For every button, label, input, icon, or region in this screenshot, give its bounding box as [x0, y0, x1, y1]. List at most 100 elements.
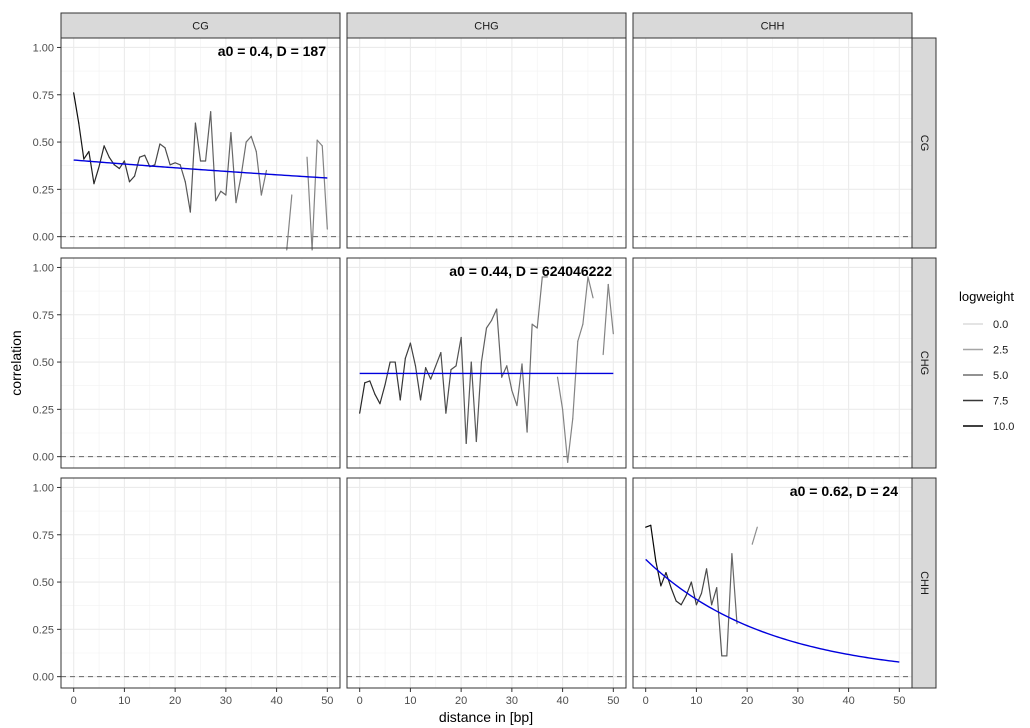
- legend-label: 7.5: [993, 396, 1008, 408]
- fit-annotation: a0 = 0.62, D = 24: [790, 483, 898, 499]
- correlation-line-segment: [577, 323, 584, 342]
- x-tick-label: 50: [607, 695, 619, 707]
- correlation-line-segment: [655, 560, 662, 587]
- fit-annotation: a0 = 0.4, D = 187: [218, 43, 326, 59]
- correlation-line-segment: [695, 592, 703, 606]
- strip-background: [911, 257, 937, 469]
- legend-label: 0.0: [993, 319, 1008, 331]
- legend-entry: 5.0: [963, 370, 1008, 382]
- panel-chg-chh: [632, 257, 913, 469]
- panel-cg-cg: a0 = 0.4, D = 187: [60, 37, 341, 251]
- row-facet-label: CHH: [918, 571, 930, 595]
- panel-chh-chh: a0 = 0.62, D = 24: [632, 477, 913, 689]
- fit-curve: [73, 159, 328, 179]
- correlation-line-segment: [501, 365, 508, 378]
- panel-chg-cg: [60, 257, 341, 469]
- correlation-line-segment: [194, 122, 202, 162]
- correlation-line-segment: [359, 382, 366, 414]
- y-tick-label: 0.75: [33, 530, 54, 542]
- y-tick-label: 0.00: [33, 672, 54, 684]
- legend-label: 2.5: [993, 345, 1008, 357]
- correlation-line-segment: [521, 363, 528, 433]
- correlation-line-segment: [690, 581, 698, 606]
- legend-title: logweight: [959, 289, 1014, 304]
- correlation-line-segment: [306, 156, 313, 251]
- x-tick-label: 30: [220, 695, 232, 707]
- correlation-line-segment: [670, 587, 677, 602]
- y-tick-label: 0.75: [33, 90, 54, 102]
- correlation-line-segment: [230, 131, 237, 204]
- correlation-line-segment: [286, 194, 293, 251]
- row-facet-label: CHG: [918, 351, 930, 375]
- correlation-line-segment: [536, 276, 543, 329]
- legend-entry: 2.5: [963, 345, 1008, 357]
- correlation-line-segment: [210, 111, 217, 202]
- correlation-line-segment: [731, 553, 738, 625]
- correlation-line-segment: [516, 363, 523, 407]
- correlation-line-segment: [711, 587, 718, 606]
- row-facet-label: CG: [918, 135, 930, 152]
- correlation-line-segment: [240, 141, 247, 177]
- correlation-line-segment: [716, 587, 723, 657]
- correlation-line-segment: [602, 283, 609, 356]
- correlation-line-segment: [321, 145, 328, 230]
- x-axis-title: distance in [bp]: [439, 709, 533, 725]
- correlation-line-segment: [414, 365, 422, 401]
- correlation-line-segment: [113, 164, 120, 170]
- legend-label: 5.0: [993, 370, 1008, 382]
- correlation-line-segment: [169, 162, 176, 166]
- correlation-line-segment: [475, 361, 483, 443]
- correlation-line-segment: [404, 342, 412, 359]
- correlation-line-segment: [98, 145, 105, 168]
- y-tick-label: 0.50: [33, 357, 54, 369]
- x-tick-label: 40: [270, 695, 282, 707]
- correlation-line-segment: [204, 111, 212, 162]
- correlation-line-segment: [316, 139, 323, 147]
- x-tick-label: 30: [506, 695, 518, 707]
- x-tick-label: 0: [71, 695, 77, 707]
- y-tick-label: 0.25: [33, 624, 54, 636]
- legend-entries: 0.0 2.5 5.0 7.5 10.0: [963, 319, 1014, 433]
- correlation-line-segment: [680, 594, 687, 606]
- correlation-line-segment: [567, 418, 574, 463]
- panel-chg-chg: a0 = 0.44, D = 624046222: [346, 257, 627, 469]
- legend-entry: 0.0: [963, 319, 1008, 331]
- correlation-line-segment: [215, 190, 222, 202]
- correlation-line-segment: [607, 283, 614, 335]
- legend-entry: 10.0: [963, 421, 1014, 433]
- strips-layer: CG CHG CHH CG CHG CHH: [60, 12, 937, 689]
- y-tick-label: 0.75: [33, 310, 54, 322]
- x-tick-label: 0: [643, 695, 649, 707]
- correlation-line-segment: [496, 308, 503, 378]
- strip-background: [60, 12, 341, 39]
- x-tick-label: 20: [455, 695, 467, 707]
- y-tick-label: 0.00: [33, 232, 54, 244]
- correlation-line-segment: [572, 340, 579, 420]
- panel-border: [346, 257, 627, 469]
- strip-background: [346, 12, 627, 39]
- correlation-line-segment: [645, 524, 652, 528]
- correlation-line-segment: [83, 150, 90, 160]
- row-strip-chg: CHG: [911, 257, 937, 469]
- column-strip-chg: CHG: [346, 12, 627, 39]
- correlation-line-segment: [78, 122, 85, 160]
- x-tick-label: 50: [321, 695, 333, 707]
- correlation-line-segment: [250, 135, 257, 153]
- correlation-line-segment: [480, 327, 488, 363]
- correlation-line-segment: [73, 92, 80, 124]
- column-facet-label: CG: [192, 21, 209, 33]
- correlation-line-segment: [700, 568, 708, 595]
- strip-background: [911, 37, 937, 249]
- correlation-line-segment: [490, 308, 498, 322]
- correlation-line-segment: [144, 154, 151, 168]
- strip-background: [911, 477, 937, 689]
- correlation-line-segment: [582, 276, 589, 325]
- correlation-line-segment: [103, 145, 110, 158]
- row-strip-cg: CG: [911, 37, 937, 249]
- correlation-line-segment: [128, 175, 136, 183]
- correlation-line-segment: [660, 571, 667, 587]
- correlation-line-segment: [139, 154, 146, 158]
- x-tick-label: 20: [169, 695, 181, 707]
- y-tick-label: 0.50: [33, 577, 54, 589]
